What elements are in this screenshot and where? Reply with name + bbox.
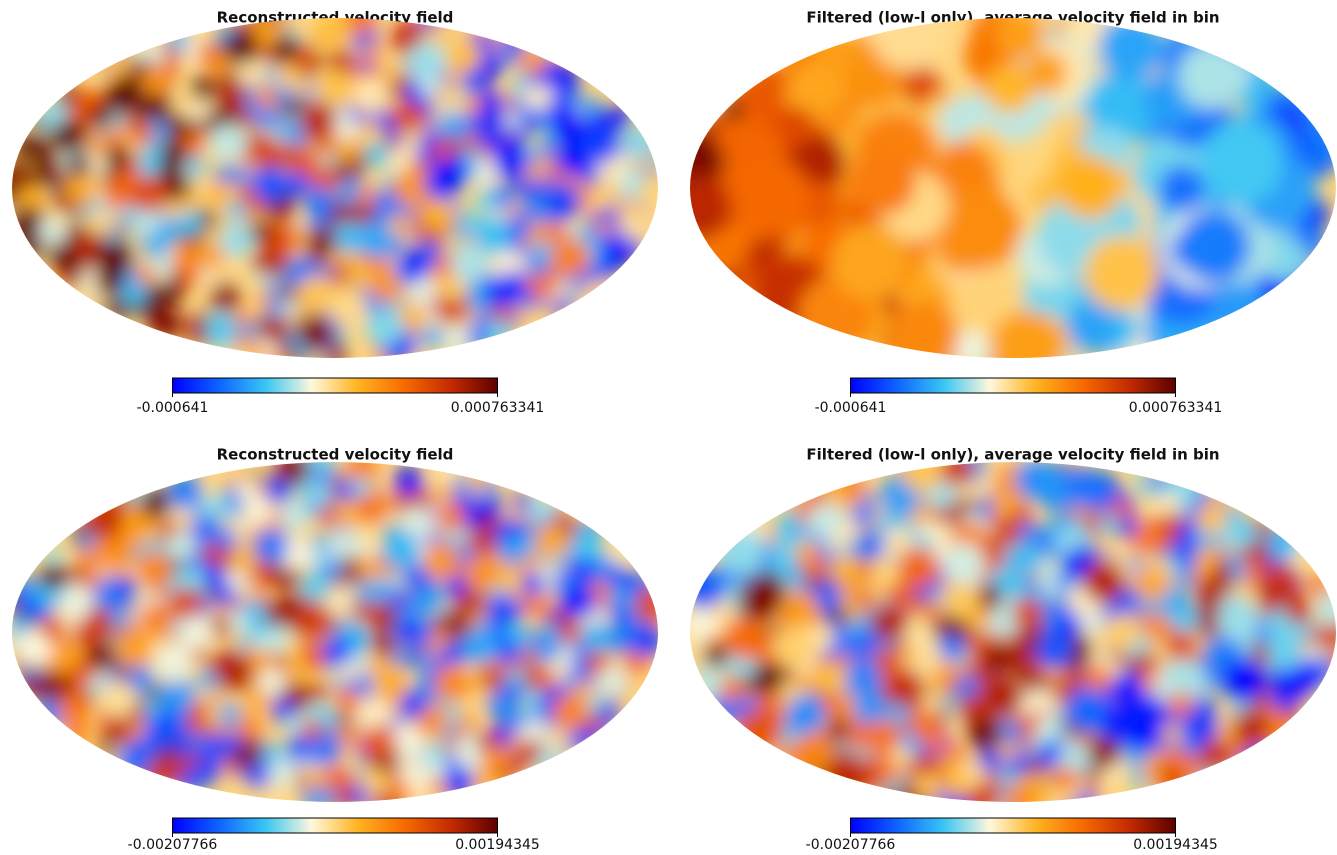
colorbar-tick-label: 0.00194345: [1133, 837, 1218, 853]
map-panel: Filtered (low-l only), average velocity …: [690, 9, 1336, 416]
sky-map: [12, 18, 658, 358]
map-texture: [12, 18, 658, 358]
map-panel: Reconstructed velocity field -0.00207766 0…: [12, 446, 658, 853]
colorbar-tick-label: 0.00194345: [455, 837, 540, 853]
colorbar: [850, 377, 1176, 394]
map-panel: Filtered (low-l only), average velocity …: [690, 446, 1336, 853]
sky-map: [12, 462, 658, 802]
colorbar-tick-label: -0.000641: [815, 400, 887, 416]
map-texture: [12, 462, 658, 802]
colorbar-tick-label: -0.000641: [137, 400, 209, 416]
panel-title: Reconstructed velocity field: [217, 446, 454, 464]
colorbar: [850, 817, 1176, 834]
panel-title: Filtered (low-l only), average velocity …: [806, 9, 1219, 27]
colorbar-tick-label: 0.000763341: [451, 400, 545, 416]
colorbar-tick-label: -0.00207766: [128, 837, 218, 853]
sky-map: [690, 462, 1336, 802]
colorbar: [172, 377, 498, 394]
colorbar-tick-label: 0.000763341: [1129, 400, 1223, 416]
map-texture: [690, 462, 1336, 802]
map-panel: Reconstructed velocity field-0.000641 0.0…: [12, 9, 658, 416]
sky-map: [690, 18, 1336, 358]
map-texture: [690, 18, 1336, 358]
colorbar: [172, 817, 498, 834]
panel-title: Filtered (low-l only), average velocity …: [806, 446, 1219, 464]
colorbar-tick-label: -0.00207766: [806, 837, 896, 853]
